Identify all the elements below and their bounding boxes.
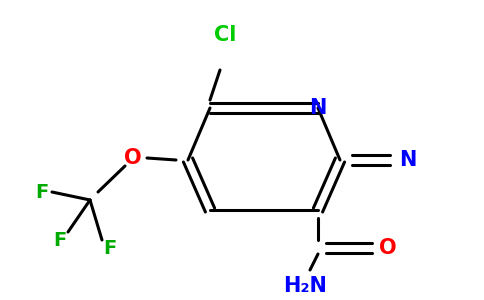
Text: O: O — [379, 238, 397, 258]
Text: F: F — [35, 182, 48, 202]
Text: N: N — [399, 150, 417, 170]
Text: N: N — [309, 98, 327, 118]
Text: F: F — [53, 230, 67, 250]
Text: F: F — [104, 238, 117, 257]
Text: O: O — [124, 148, 142, 168]
Text: H₂N: H₂N — [283, 276, 327, 296]
Text: Cl: Cl — [214, 25, 236, 45]
